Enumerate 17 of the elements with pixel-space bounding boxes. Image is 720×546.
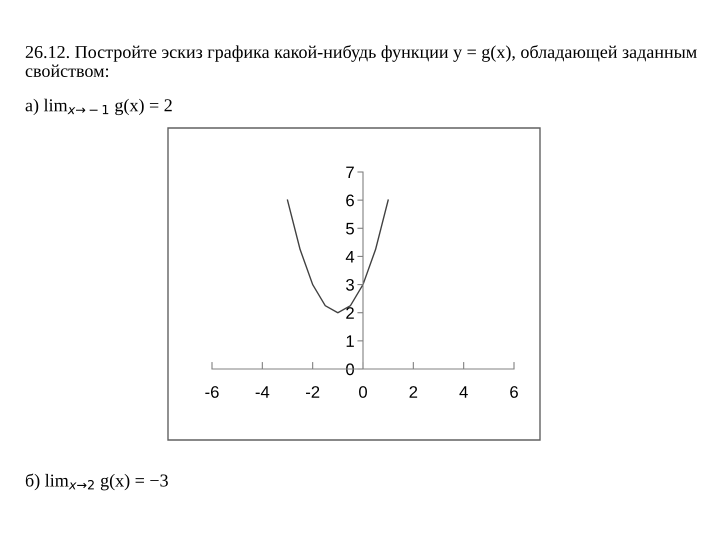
text: а) lim$_{x→−1}$ g(x) = 2: [26, 98, 172, 116]
x-tick-label: -2: [306, 386, 320, 398]
y-tick-label: 2: [346, 307, 354, 319]
chart-title: 26.12. Постройте эскиз графика какой-нибудь функции y = g(x), обладающей заданным свойством:: [26, 45, 697, 78]
y-tick-label: 3: [346, 278, 354, 291]
text: б) lim$_{x→2}$ g(x) = −3: [26, 474, 168, 490]
y-tick-label: 1: [346, 335, 354, 347]
x-tick-label: 0: [359, 386, 367, 398]
x-tick-label: -4: [256, 386, 270, 398]
y-tick-label: 7: [346, 166, 354, 178]
y-tick-label: 4: [346, 251, 354, 262]
x-tick-label: 6: [510, 386, 518, 398]
x-tick-label: 2: [410, 386, 418, 398]
x-tick-label: 4: [459, 386, 468, 398]
x-tick-label: -6: [205, 386, 219, 398]
y-tick-label: 5: [346, 222, 354, 234]
y-tick-label: 6: [346, 194, 354, 206]
